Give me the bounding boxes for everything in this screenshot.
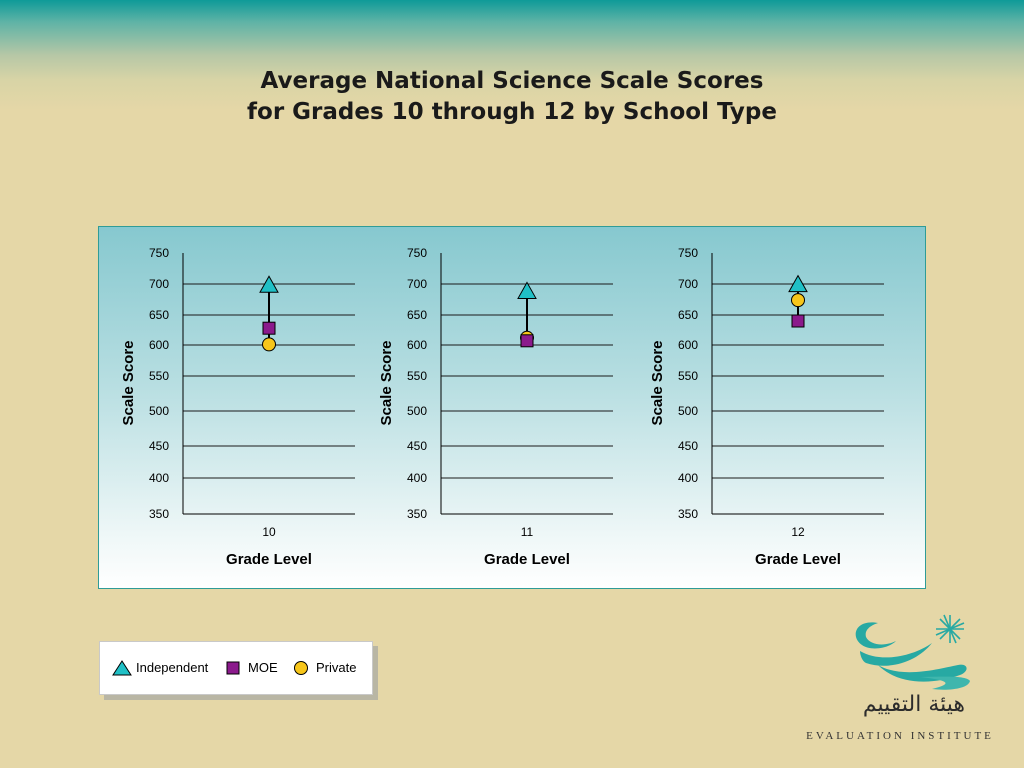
y-tick-label: 550 (678, 369, 698, 383)
y-tick-label: 700 (407, 277, 427, 291)
y-tick-label: 750 (678, 246, 698, 260)
y-tick-label: 500 (407, 404, 427, 418)
y-tick-label: 750 (407, 246, 427, 260)
charts-svg: 350 400 450 500 550 600 650 700 750 10 Grade Level… (120, 246, 884, 568)
legend-label-private: Private (316, 660, 357, 675)
y-axis-title: Scale Score (649, 340, 666, 425)
y-axis-title: Scale Score (378, 340, 395, 425)
legend: Independent MOE Private (99, 641, 373, 695)
chart-panel: 350 400 450 500 550 600 650 700 750 10 Grade Level… (98, 226, 926, 589)
y-tick-label: 400 (149, 471, 169, 485)
y-tick-label: 550 (407, 369, 427, 383)
logo-english-text: EVALUATION INSTITUTE (806, 730, 994, 742)
y-tick-label: 600 (678, 338, 698, 352)
y-tick-label: 500 (149, 404, 169, 418)
legend-label-moe: MOE (248, 660, 278, 675)
y-tick-label: 750 (149, 246, 169, 260)
independent-point (259, 275, 279, 293)
private-point (262, 337, 276, 352)
y-tick-label: 400 (678, 471, 698, 485)
y-tick-label: 700 (149, 277, 169, 291)
y-tick-label: 350 (407, 507, 427, 521)
y-tick-label: 600 (149, 338, 169, 352)
x-axis-title: Grade Level (755, 551, 841, 568)
y-tick-label: 650 (678, 308, 698, 322)
chart-title: Average National Science Scale Scores fo… (0, 66, 1024, 128)
moe-point (520, 334, 534, 348)
circle-icon (294, 661, 308, 675)
title-line-2: for Grades 10 through 12 by School Type (247, 99, 777, 125)
legend-label-independent: Independent (136, 660, 209, 675)
y-tick-label: 700 (678, 277, 698, 291)
logo-arabic-text: هيئة التقييم (862, 692, 965, 717)
private-point (791, 293, 805, 308)
y-tick-label: 450 (678, 439, 698, 453)
evaluation-institute-logo (800, 605, 1000, 745)
x-tick-label: 12 (791, 525, 805, 539)
y-tick-label: 600 (407, 338, 427, 352)
moe-point (791, 314, 805, 328)
x-tick-label: 11 (521, 525, 534, 539)
x-axis-title: Grade Level (484, 551, 570, 568)
y-tick-label: 500 (678, 404, 698, 418)
title-line-1: Average National Science Scale Scores (260, 68, 764, 94)
y-tick-label: 400 (407, 471, 427, 485)
independent-point (788, 274, 808, 293)
triangle-icon (112, 660, 132, 676)
y-tick-label: 450 (149, 439, 169, 453)
x-axis-title: Grade Level (226, 551, 312, 568)
independent-point (517, 281, 537, 299)
y-tick-label: 650 (407, 308, 427, 322)
y-axis-title: Scale Score (120, 340, 137, 425)
y-tick-label: 350 (149, 507, 169, 521)
y-tick-label: 550 (149, 369, 169, 383)
y-tick-label: 450 (407, 439, 427, 453)
moe-point (262, 321, 276, 335)
x-tick-label: 10 (262, 525, 276, 539)
y-tick-label: 650 (149, 308, 169, 322)
y-tick-label: 350 (678, 507, 698, 521)
logo-emblem-icon (855, 614, 970, 690)
square-icon (226, 661, 240, 675)
